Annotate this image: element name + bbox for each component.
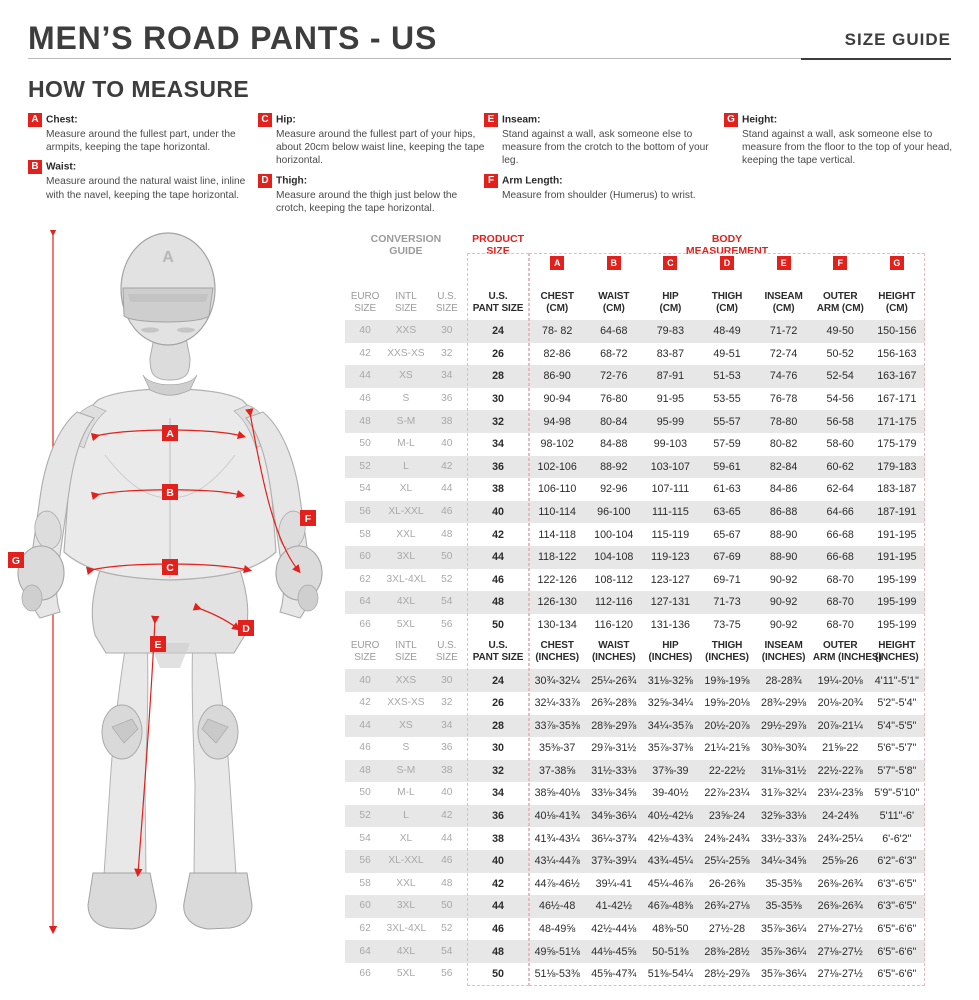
svg-text:A: A [166, 428, 174, 440]
svg-text:G: G [12, 555, 20, 567]
svg-text:C: C [166, 562, 174, 574]
svg-text:B: B [166, 487, 174, 499]
svg-text:A: A [162, 249, 174, 266]
svg-text:D: D [242, 623, 250, 635]
svg-text:F: F [305, 513, 312, 525]
svg-text:E: E [154, 639, 161, 651]
